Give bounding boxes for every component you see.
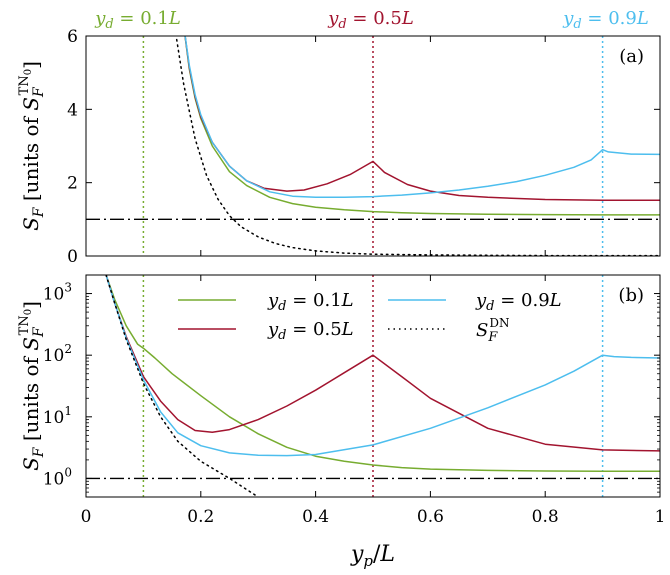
xtick-label-0: 0 <box>81 507 92 527</box>
xtick-label-5: 1 <box>655 507 666 527</box>
series-y-d-0.1l-panel-a <box>184 36 660 216</box>
legend-label-sf-dn: SFDN <box>476 316 510 345</box>
series-y-d-0.9l-panel-a <box>184 36 660 199</box>
legend-label-yd-0.1: yd = 0.1L <box>267 290 354 314</box>
ytick-label-0-panel-b: 100 <box>43 465 72 489</box>
panel-b-ylabel: SF [units of SFTN0] <box>17 301 47 471</box>
top-label-yd-0.1: yd = 0.1L <box>94 8 181 32</box>
ytick-label-1-panel-b: 101 <box>43 404 72 428</box>
xtick-label-4: 0.8 <box>532 507 559 527</box>
series-y-d-0.1l-panel-b <box>105 275 660 472</box>
series-s-f-dn-panel-a <box>175 36 660 256</box>
panel-b-ticks: 100 101 102 103 0 0.2 0.4 0.6 0.8 1 <box>43 274 666 527</box>
top-label-yd-0.5: yd = 0.5L <box>327 8 414 32</box>
panel-b-frame <box>85 274 661 498</box>
xtick-label-1: 0.2 <box>187 507 214 527</box>
ytick-label-2-panel-a: 4 <box>67 100 78 120</box>
panel-b: 100 101 102 103 0 0.2 0.4 0.6 0.8 1 (b) SF [units… <box>17 274 666 570</box>
xtick-label-2: 0.4 <box>302 507 329 527</box>
panel-a-ylabel: SF [units of SFTN0] <box>17 61 47 231</box>
legend-label-yd-0.5: yd = 0.5L <box>267 319 354 343</box>
xtick-label-3: 0.6 <box>417 507 444 527</box>
legend: yd = 0.1L yd = 0.9L yd = 0.5L SFDN <box>178 290 562 345</box>
top-annotations: yd = 0.1L yd = 0.5L yd = 0.9L <box>94 8 649 32</box>
ytick-label-3-panel-b: 103 <box>43 281 72 305</box>
x-axis-label: yp/L <box>350 542 395 570</box>
panel-a-ticks: 0 2 4 6 <box>67 27 661 267</box>
panel-a-label: (a) <box>619 46 644 67</box>
series-y-d-0.9l-panel-b <box>105 275 660 457</box>
ytick-label-2-panel-b: 102 <box>43 342 72 366</box>
series-y-d-0.5l-panel-b <box>105 275 660 452</box>
top-label-yd-0.9: yd = 0.9L <box>562 8 649 32</box>
ytick-label-0-panel-a: 0 <box>67 247 78 267</box>
panel-a: 0 2 4 6 (a) SF [units of SFTN0] <box>17 27 661 267</box>
ytick-label-3-panel-a: 6 <box>67 27 78 47</box>
legend-label-yd-0.9: yd = 0.9L <box>475 290 562 314</box>
panel-a-frame <box>85 35 661 257</box>
panel-a-data <box>86 36 660 256</box>
panel-b-data <box>86 275 660 497</box>
ytick-label-1-panel-a: 2 <box>67 174 78 194</box>
series-s-f-dn-panel-b <box>105 275 259 497</box>
series-y-d-0.5l-panel-a <box>184 36 660 202</box>
panel-b-label: (b) <box>618 285 644 306</box>
